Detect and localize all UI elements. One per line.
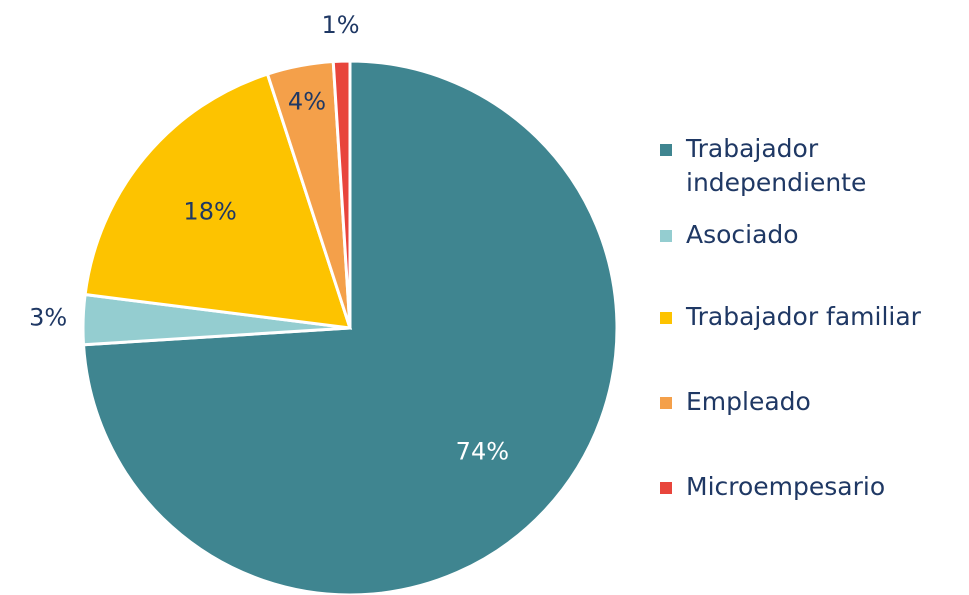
- legend-swatch: [660, 144, 672, 156]
- legend-swatch: [660, 397, 672, 409]
- legend-item: Trabajador familiar: [660, 300, 960, 334]
- legend-label: Empleado: [686, 387, 811, 416]
- legend-item: Asociado: [660, 218, 960, 252]
- data-label: 4%: [288, 87, 326, 115]
- legend-label: Microempesario: [686, 472, 886, 501]
- legend-label: Trabajador independiente: [686, 134, 867, 197]
- pie-slice: [83, 72, 353, 330]
- legend-item: Empleado: [660, 385, 960, 419]
- legend-swatch: [660, 312, 672, 324]
- legend-label: Asociado: [686, 220, 799, 249]
- data-label: 1%: [321, 11, 359, 39]
- data-label: 74%: [456, 437, 509, 465]
- pie-slice: [331, 59, 352, 329]
- data-label: 3%: [29, 304, 67, 332]
- data-label: 18%: [183, 197, 236, 225]
- legend-label: Trabajador familiar: [686, 302, 921, 331]
- legend-item: Trabajador independiente: [660, 132, 960, 200]
- legend-item: Microempesario: [660, 470, 960, 504]
- legend-swatch: [660, 482, 672, 494]
- legend-swatch: [660, 230, 672, 242]
